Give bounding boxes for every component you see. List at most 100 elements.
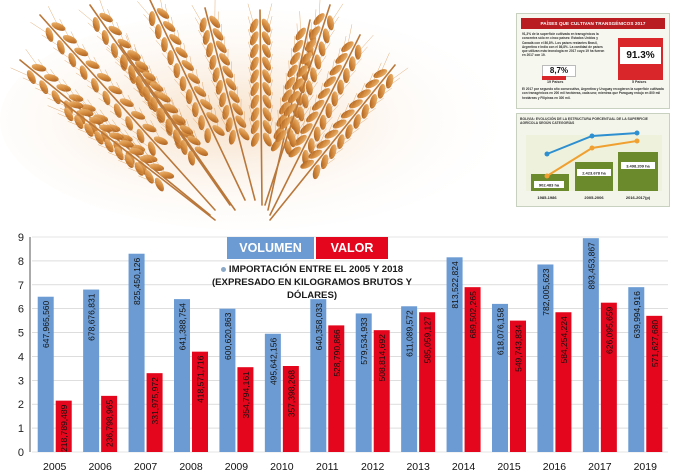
- bar-volume-label: 782,005,623: [541, 268, 551, 316]
- bar-volume: [628, 287, 645, 452]
- wheat-illustration: [0, 0, 500, 230]
- bar-volume-label: 611,089,572: [405, 310, 415, 357]
- inset-bolivia-title: BOLIVIA: EVOLUCIÓN DE LA ESTRUCTURA PORC…: [520, 117, 648, 126]
- bar-value-label: 218,789,489: [59, 404, 69, 452]
- y-tick-label: 4: [18, 351, 24, 363]
- bar-value-label: 585,059,127: [423, 316, 433, 364]
- y-tick-label: 0: [18, 447, 24, 459]
- bolivia-cat-1: 1985-1986: [537, 195, 557, 200]
- inset-big-value: 91.3%: [620, 47, 661, 64]
- bolivia-cat-2: 2005-2006: [584, 195, 604, 200]
- inset-right-label: 5 Países: [632, 80, 647, 84]
- x-tick-label: 2010: [270, 461, 294, 473]
- bar-value-label: 236,798,965: [105, 400, 115, 448]
- bar-volume: [37, 296, 54, 452]
- x-tick-label: 2014: [452, 461, 476, 473]
- bar-volume: [128, 253, 145, 452]
- bar-value: [555, 312, 572, 452]
- bolivia-cat-3: 2016-2017(p): [626, 195, 651, 200]
- x-tick-label: 2009: [225, 461, 249, 473]
- bar-volume: [446, 257, 463, 452]
- bar-value: [373, 330, 390, 452]
- bar-value: [192, 351, 208, 452]
- inset-transgenic-paragraph: 91,3% de la superficie cultivada en tran…: [522, 32, 605, 58]
- inset-small-bar: [542, 76, 566, 80]
- legend-value: VALOR: [316, 237, 388, 259]
- bar-value: [55, 400, 72, 452]
- bar-volume: [401, 306, 418, 452]
- bar-value-label: 689,502,265: [468, 291, 478, 339]
- inset-bolivia-chart: 902.483 ha 2.423.678 ha 3.498.209 ha 198…: [526, 130, 662, 200]
- bar-value: [328, 325, 345, 452]
- legend-volume: VOLUMEN: [227, 237, 314, 259]
- bar-volume: [310, 299, 327, 452]
- y-tick-label: 8: [18, 256, 24, 268]
- bar-volume: [174, 299, 190, 452]
- bar-value: [237, 367, 254, 452]
- inset-transgenic-footer: El 2017 por segundo año consecutivo, Arg…: [522, 87, 664, 100]
- bar-volume: [264, 333, 281, 452]
- bar-value-label: 418,571,716: [196, 355, 206, 403]
- bar-value: [146, 373, 163, 452]
- x-tick-label: 2005: [43, 461, 67, 473]
- bar-volume-label: 825,450,126: [132, 257, 142, 305]
- bar-volume: [492, 303, 508, 452]
- bar-volume: [355, 313, 372, 452]
- bar-volume-label: 678,676,831: [87, 293, 97, 341]
- bullet-icon: [220, 266, 226, 272]
- bar-value: [600, 302, 617, 452]
- bar-value-label: 508,814,692: [377, 334, 387, 382]
- x-tick-label: 2017: [588, 461, 612, 473]
- bar-volume-label: 893,453,867: [586, 242, 596, 290]
- bar-volume-label: 640,358,033: [314, 303, 324, 351]
- bar-value-label: 331,975,972: [150, 377, 160, 425]
- y-tick-label: 7: [18, 280, 24, 292]
- bar-value-label: 626,095,659: [604, 306, 614, 354]
- bar-volume: [582, 238, 599, 452]
- bar-volume-label: 600,620,863: [223, 312, 233, 360]
- bar-volume: [537, 264, 554, 452]
- inset-left-label: 19 Países: [547, 80, 564, 84]
- bar-volume-label: 618,076,158: [496, 308, 506, 356]
- bar-value-label: 354,794,161: [241, 371, 251, 419]
- x-tick-label: 2006: [88, 461, 112, 473]
- x-tick-label: 2011: [316, 461, 339, 473]
- bar-value-label: 584,254,224: [559, 316, 569, 364]
- bar-value: [646, 315, 663, 452]
- bar-value: [419, 312, 436, 452]
- y-tick-label: 5: [18, 328, 24, 340]
- y-tick-label: 6: [18, 304, 24, 316]
- bolivia-bar-3-label: 3.498.209 ha: [626, 164, 650, 169]
- x-tick-label: 2008: [179, 461, 203, 473]
- bar-volume: [219, 308, 236, 452]
- y-tick-label: 9: [18, 232, 24, 244]
- bolivia-bar-2-label: 2.423.678 ha: [582, 171, 606, 176]
- bolivia-bar-3: [618, 152, 658, 191]
- bar-value-label: 549,743,834: [514, 324, 524, 372]
- x-tick-label: 2012: [361, 461, 385, 473]
- x-tick-label: 2015: [497, 461, 521, 473]
- inset-transgenic-title: PAÍSES QUE CULTIVAN TRANSGÉNICOS 2017: [521, 18, 665, 29]
- bar-value: [510, 320, 526, 452]
- bar-volume-label: 495,642,156: [268, 337, 278, 385]
- x-tick-label: 2019: [634, 461, 658, 473]
- y-tick-label: 1: [18, 423, 24, 435]
- bar-volume-label: 647,965,560: [41, 300, 51, 348]
- y-tick-label: 2: [18, 399, 24, 411]
- bar-volume-label: 639,994,916: [632, 291, 642, 339]
- bar-value: [464, 287, 481, 452]
- bar-value-label: 528,790,866: [332, 329, 342, 377]
- bolivia-bar-1-label: 902.483 ha: [539, 183, 560, 188]
- bar-volume-label: 641,388,754: [178, 303, 188, 351]
- bar-value-label: 571,627,680: [650, 320, 660, 368]
- chart-subtitle-text: IMPORTACIÓN ENTRE EL 2005 Y 2018 (EXPRES…: [211, 264, 413, 301]
- inset-transgenic: PAÍSES QUE CULTIVAN TRANSGÉNICOS 2017 91…: [516, 13, 670, 109]
- y-tick-label: 3: [18, 375, 24, 387]
- x-tick-label: 2016: [543, 461, 567, 473]
- bar-volume-label: 579,534,933: [359, 317, 369, 365]
- bar-volume-label: 813,522,824: [450, 261, 460, 309]
- bar-volume: [83, 289, 100, 452]
- bar-value: [282, 366, 299, 452]
- bolivia-bar-2: [575, 162, 613, 191]
